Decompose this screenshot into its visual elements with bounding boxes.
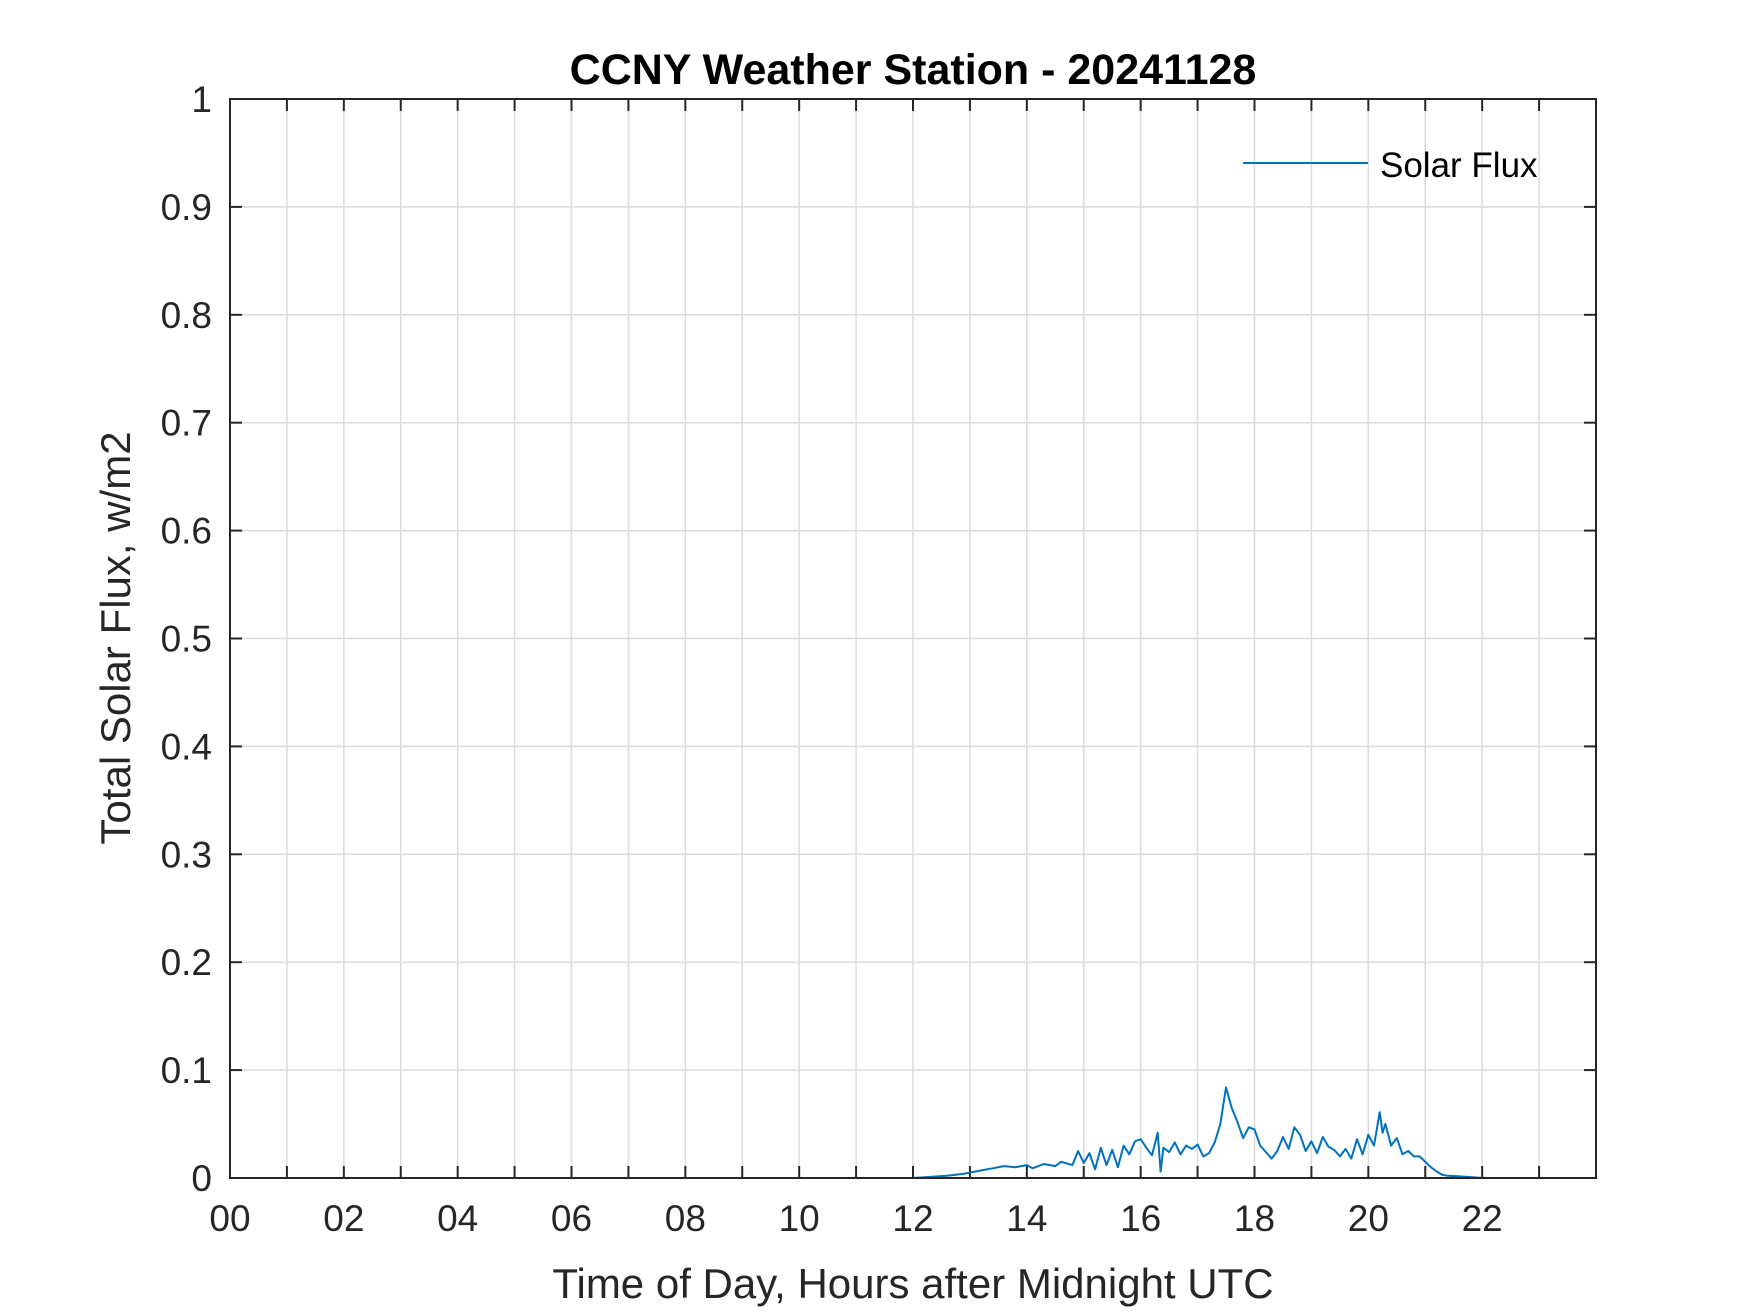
y-tick-labels: 0 0.1 0.2 0.3 0.4 0.5 0.6 0.7 0.8 0.9 1 bbox=[161, 79, 212, 1199]
axes-box bbox=[229, 98, 1597, 1179]
series-solar-flux-line bbox=[230, 1086, 1596, 1179]
x-tick-label: 14 bbox=[1006, 1198, 1047, 1239]
x-tick-label: 16 bbox=[1120, 1198, 1161, 1239]
x-tick-label: 20 bbox=[1348, 1198, 1389, 1239]
y-tick-label: 0.6 bbox=[161, 511, 212, 552]
x-tick-label: 00 bbox=[209, 1198, 250, 1239]
x-tick-label: 18 bbox=[1234, 1198, 1275, 1239]
y-tick-label: 0.2 bbox=[161, 942, 212, 983]
y-tick-label: 0 bbox=[191, 1158, 212, 1199]
axis-ticks bbox=[230, 99, 1596, 1178]
x-tick-label: 02 bbox=[323, 1198, 364, 1239]
grid bbox=[230, 99, 1596, 1178]
x-tick-label: 08 bbox=[665, 1198, 706, 1239]
x-tick-label: 22 bbox=[1462, 1198, 1503, 1239]
y-tick-label: 0.1 bbox=[161, 1050, 212, 1091]
y-tick-label: 0.9 bbox=[161, 187, 212, 228]
y-tick-label: 1 bbox=[191, 79, 212, 120]
y-tick-label: 0.8 bbox=[161, 295, 212, 336]
x-axis-title: Time of Day, Hours after Midnight UTC bbox=[552, 1260, 1273, 1307]
x-tick-label: 06 bbox=[551, 1198, 592, 1239]
y-tick-label: 0.4 bbox=[161, 726, 212, 767]
legend: Solar Flux bbox=[1243, 146, 1538, 185]
y-tick-label: 0.7 bbox=[161, 403, 212, 444]
legend-label-solar-flux: Solar Flux bbox=[1380, 146, 1538, 185]
y-tick-label: 0.3 bbox=[161, 834, 212, 875]
x-tick-labels: 00 02 04 06 08 10 12 14 16 18 20 22 bbox=[209, 1198, 1502, 1239]
chart-title: CCNY Weather Station - 20241128 bbox=[570, 46, 1257, 94]
x-tick-label: 12 bbox=[892, 1198, 933, 1239]
x-tick-label: 04 bbox=[437, 1198, 478, 1239]
y-axis-title: Total Solar Flux, w/m2 bbox=[92, 431, 139, 844]
x-tick-label: 10 bbox=[779, 1198, 820, 1239]
y-tick-label: 0.5 bbox=[161, 619, 212, 660]
